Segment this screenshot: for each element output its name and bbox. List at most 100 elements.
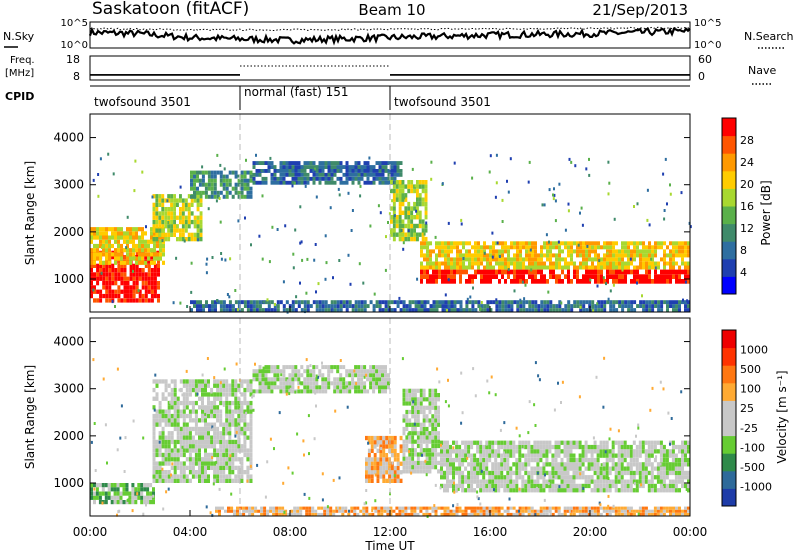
cell-1	[170, 435, 174, 440]
cell-3	[201, 190, 205, 195]
cell-2	[264, 369, 268, 374]
cell-5	[509, 440, 513, 445]
cell-7	[519, 261, 522, 266]
cell-4	[411, 405, 415, 410]
cell-1	[201, 387, 204, 393]
cell-1	[93, 231, 96, 236]
cell-7	[648, 257, 651, 262]
cell-2	[306, 377, 310, 382]
cell-1	[228, 448, 232, 453]
cell-7	[534, 257, 537, 262]
cell-8	[630, 304, 634, 308]
scatter-cell	[137, 289, 140, 293]
cell-2	[291, 389, 295, 394]
cell-1	[170, 405, 174, 410]
cell-1	[188, 461, 192, 466]
cell-6	[398, 506, 402, 510]
cell-5	[421, 184, 425, 189]
cell-1	[132, 231, 135, 236]
cell-5	[392, 223, 396, 229]
cell-7	[642, 249, 645, 254]
cell-2	[167, 207, 171, 212]
cell-1	[167, 413, 171, 419]
cell-6	[528, 274, 531, 279]
cell-2	[360, 389, 364, 394]
cell-2	[179, 207, 182, 212]
cell-1	[249, 478, 253, 483]
cell-5	[512, 488, 516, 493]
cell-8	[618, 304, 622, 308]
cell-1	[225, 474, 229, 479]
cell-5	[500, 470, 504, 476]
cell-4	[387, 161, 391, 165]
cell-6	[275, 509, 279, 513]
cell-8	[402, 300, 406, 305]
cell-4	[411, 443, 415, 449]
cell-5	[617, 479, 621, 484]
cell-7	[534, 249, 537, 254]
cell-5	[413, 188, 416, 194]
cell-1	[222, 426, 226, 432]
cell-1	[237, 409, 241, 414]
cell-5	[584, 483, 588, 489]
scatter-cell	[430, 177, 433, 181]
cell-6	[284, 512, 288, 516]
cell-4	[437, 443, 440, 449]
cell-7	[555, 253, 558, 258]
cell-5	[684, 470, 687, 476]
cell-5	[449, 462, 452, 467]
cell-6	[654, 274, 657, 279]
cell-1	[228, 387, 232, 393]
cell-5	[392, 201, 396, 207]
cell-4	[351, 165, 355, 169]
cell-1	[240, 400, 244, 406]
cell-1	[207, 465, 210, 470]
cell-1	[176, 405, 180, 410]
cell-5	[608, 479, 612, 484]
cell-5	[551, 470, 555, 476]
cell-1	[198, 470, 201, 475]
cell-0	[123, 263, 127, 268]
cell-5	[632, 453, 636, 458]
cell-2	[190, 237, 194, 242]
cell-1	[210, 422, 214, 427]
cell-6	[630, 269, 633, 275]
cell-1	[216, 461, 220, 466]
cell-2	[384, 365, 387, 370]
cell-1	[105, 248, 108, 253]
cell-4	[431, 435, 435, 440]
scatter-cell	[92, 178, 95, 182]
cell-5	[479, 453, 483, 458]
cell-8	[435, 304, 439, 308]
cell-7	[636, 241, 639, 246]
cell-5	[530, 479, 534, 484]
cell-4	[425, 443, 429, 449]
cell-8	[258, 308, 262, 312]
cell-0	[111, 255, 115, 260]
cell-3	[234, 182, 238, 187]
cell-3	[237, 178, 241, 183]
cell-7	[441, 245, 444, 250]
cell-5	[491, 488, 495, 493]
cell-5	[392, 219, 396, 224]
scatter-cell	[244, 216, 246, 220]
cell-8	[190, 308, 193, 312]
cell-6	[263, 509, 267, 513]
cell-3	[196, 170, 199, 175]
cell-6	[458, 506, 462, 510]
cell-4	[431, 448, 435, 453]
cell-1	[201, 465, 204, 470]
cell-4	[402, 414, 406, 419]
cell-7	[657, 241, 660, 246]
cell-1	[120, 260, 123, 265]
cell-1	[158, 400, 162, 406]
cell-1	[213, 405, 217, 410]
cell-5	[557, 462, 561, 467]
cell-4	[291, 169, 295, 173]
cell-3	[399, 435, 403, 441]
cell-0	[116, 500, 120, 505]
cell-7	[678, 241, 681, 246]
cell-5	[418, 232, 422, 237]
cell-1	[185, 405, 189, 410]
cell-1	[207, 457, 210, 462]
